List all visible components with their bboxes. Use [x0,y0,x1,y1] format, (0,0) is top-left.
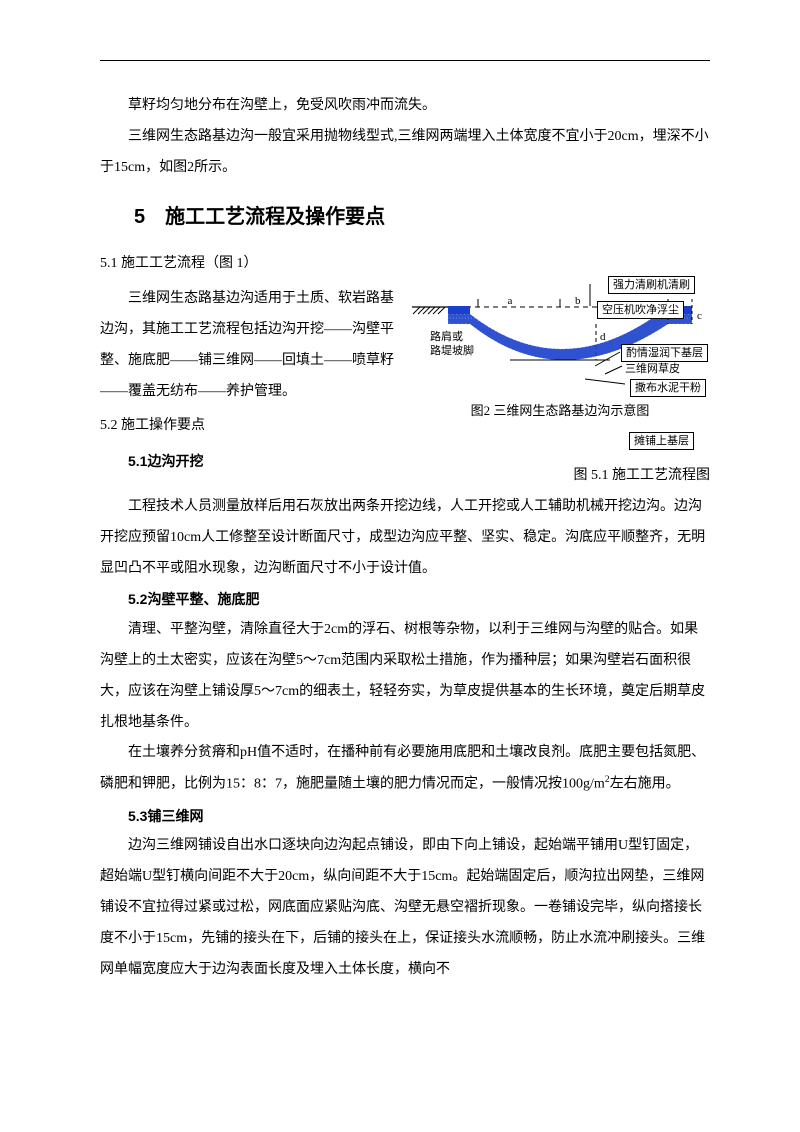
sec-5-2-2-title: 5.2沟壁平整、施底肥 [100,584,710,615]
sec-5-2-1-p1: 工程技术人员测量放样后用石灰放出两条开挖边线，人工开挖或人工辅助机械开挖边沟。边… [100,492,710,584]
sec-5-2-3-title: 5.3铺三维网 [100,801,710,832]
svg-text:c: c [697,310,702,322]
label-slope: 路肩或 路堤坡脚 [430,330,474,359]
sec-5-2-2-p2b: 左右施用。 [610,777,680,792]
label-brush: 强力清刷机清刷 [608,276,695,294]
label-watering: 酌情湿润下基层 [621,344,708,362]
sec-5-2-2-p1: 清理、平整沟壁，清除直径大于2cm的浮石、树根等杂物，以利于三维网与沟壁的贴合。… [100,615,710,738]
diagram-wrap: a b c d [410,284,710,459]
sec-5-2-2-p2: 在土壤养分贫瘠和pH值不适时，在播种前有必要施用底肥和土壤改良剂。底肥主要包括氮… [100,738,710,800]
figure-caption: 图2 三维网生态路基边沟示意图 [410,397,710,426]
label-air: 空压机吹净浮尘 [597,301,684,319]
svg-text:d: d [600,331,606,343]
top-rule [100,60,710,61]
intro-p2: 三维网生态路基边沟一般宜采用抛物线型式,三维网两端埋入土体宽度不宜小于20cm，… [100,122,710,184]
flow-block: a b c d [100,284,710,492]
label-grass: 三维网草皮 [625,362,680,376]
sec-5-2-3-p1: 边沟三维网铺设自出水口逐块向边沟起点铺设，即由下向上铺设，起始端平铺用U型钉固定… [100,831,710,985]
svg-text:a: a [508,295,513,307]
label-paving: 摊铺上基层 [629,432,694,450]
svg-text:b: b [575,295,581,307]
intro-p1: 草籽均匀地分布在沟壁上，免受风吹雨冲而流失。 [100,91,710,122]
figure-caption-right: 图 5.1 施工工艺流程图 [410,461,710,492]
label-cement: 撒布水泥干粉 [630,379,706,397]
figure-2: a b c d [410,284,710,492]
section-5-title: 5 施工工艺流程及操作要点 [100,195,710,239]
